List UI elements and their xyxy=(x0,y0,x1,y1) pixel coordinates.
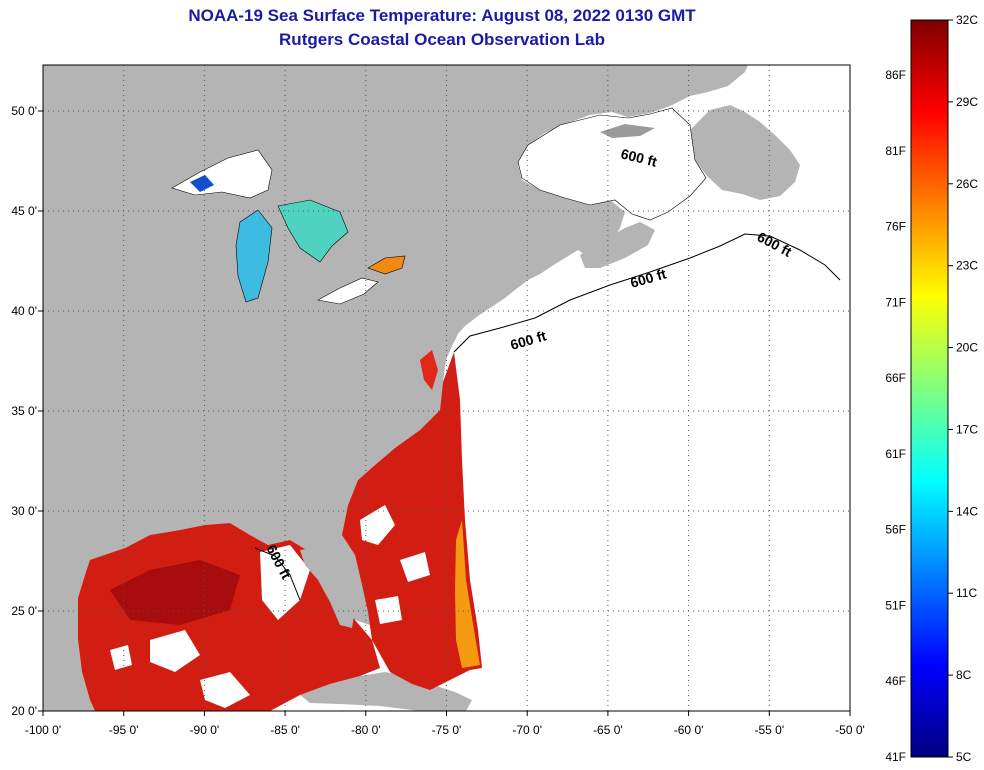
lat-tick-label: 45 0' xyxy=(11,204,37,218)
celsius-label: 8C xyxy=(956,668,972,682)
celsius-label: 26C xyxy=(956,177,978,191)
celsius-label: 32C xyxy=(956,13,978,27)
lake-superior-cool-pixels xyxy=(190,175,214,192)
fahrenheit-label: 56F xyxy=(885,523,906,537)
newfoundland-island xyxy=(690,105,800,200)
lake-huron xyxy=(277,199,349,263)
celsius-label: 5C xyxy=(956,750,972,764)
lake-ontario xyxy=(367,255,406,275)
gulf-hot-core xyxy=(110,560,240,625)
fahrenheit-label: 71F xyxy=(885,295,906,309)
lon-tick-label: -80 0' xyxy=(351,723,381,737)
fahrenheit-label: 46F xyxy=(885,674,906,688)
lon-tick-label: -75 0' xyxy=(432,723,462,737)
isobath-line-gulf xyxy=(254,547,301,601)
lon-tick-label: -95 0' xyxy=(109,723,139,737)
lat-tick-label: 50 0' xyxy=(11,104,37,118)
anticosti-island xyxy=(600,124,655,138)
chesapeake-bay xyxy=(420,350,438,390)
gulf-st-lawrence xyxy=(517,107,707,221)
lon-tick-label: -70 0' xyxy=(512,723,542,737)
gulf-cloud-gaps xyxy=(110,545,310,708)
fahrenheit-label: 86F xyxy=(885,68,906,82)
fahrenheit-label: 81F xyxy=(885,144,906,158)
lat-tick-label: 35 0' xyxy=(11,404,37,418)
map-layers xyxy=(43,65,800,711)
celsius-label: 23C xyxy=(956,259,978,273)
lat-tick-label: 40 0' xyxy=(11,304,37,318)
lake-erie xyxy=(317,277,379,305)
fahrenheit-label: 76F xyxy=(885,220,906,234)
celsius-label: 14C xyxy=(956,504,978,518)
lon-tick-label: -65 0' xyxy=(593,723,623,737)
fahrenheit-label: 61F xyxy=(885,447,906,461)
map-subtitle: Rutgers Coastal Ocean Observation Lab xyxy=(279,30,605,49)
lon-tick-label: -50 0' xyxy=(835,723,865,737)
fahrenheit-label: 51F xyxy=(885,598,906,612)
nova-scotia xyxy=(580,222,655,268)
celsius-label: 29C xyxy=(956,95,978,109)
celsius-label: 11C xyxy=(956,586,977,600)
celsius-label: 20C xyxy=(956,341,978,355)
fahrenheit-label: 41F xyxy=(885,750,906,764)
lon-tick-label: -55 0' xyxy=(754,723,784,737)
florida-peninsula xyxy=(300,545,355,628)
gulf-stream-warm-edge xyxy=(455,520,480,668)
axis-labels: -100 0' -95 0' -90 0' -85 0' -80 0' -75 0' -70… xyxy=(11,104,864,737)
lat-tick-label: 25 0' xyxy=(11,604,37,618)
map-title: NOAA-19 Sea Surface Temperature: August … xyxy=(188,6,696,25)
lake-michigan xyxy=(235,209,273,303)
isobath-600ft xyxy=(254,233,841,601)
lon-tick-label: -85 0' xyxy=(270,723,300,737)
fahrenheit-label: 66F xyxy=(885,371,906,385)
atlantic-cloud-gaps xyxy=(360,505,430,624)
isobath-line xyxy=(453,233,841,353)
temperature-colorbar: 32C 29C 26C 23C 20C 17C 14C 11C 8C 5C 86F 81F 76F 71F… xyxy=(885,13,978,764)
lat-tick-label: 30 0' xyxy=(11,504,37,518)
colorbar-gradient xyxy=(910,19,949,758)
lon-tick-label: -90 0' xyxy=(190,723,220,737)
lat-tick-label: 20 0' xyxy=(11,704,37,718)
celsius-label: 17C xyxy=(956,422,978,436)
cuba-island xyxy=(300,672,472,711)
land-mass xyxy=(43,65,748,711)
lon-tick-label: -100 0' xyxy=(25,723,61,737)
lon-tick-label: -60 0' xyxy=(674,723,704,737)
